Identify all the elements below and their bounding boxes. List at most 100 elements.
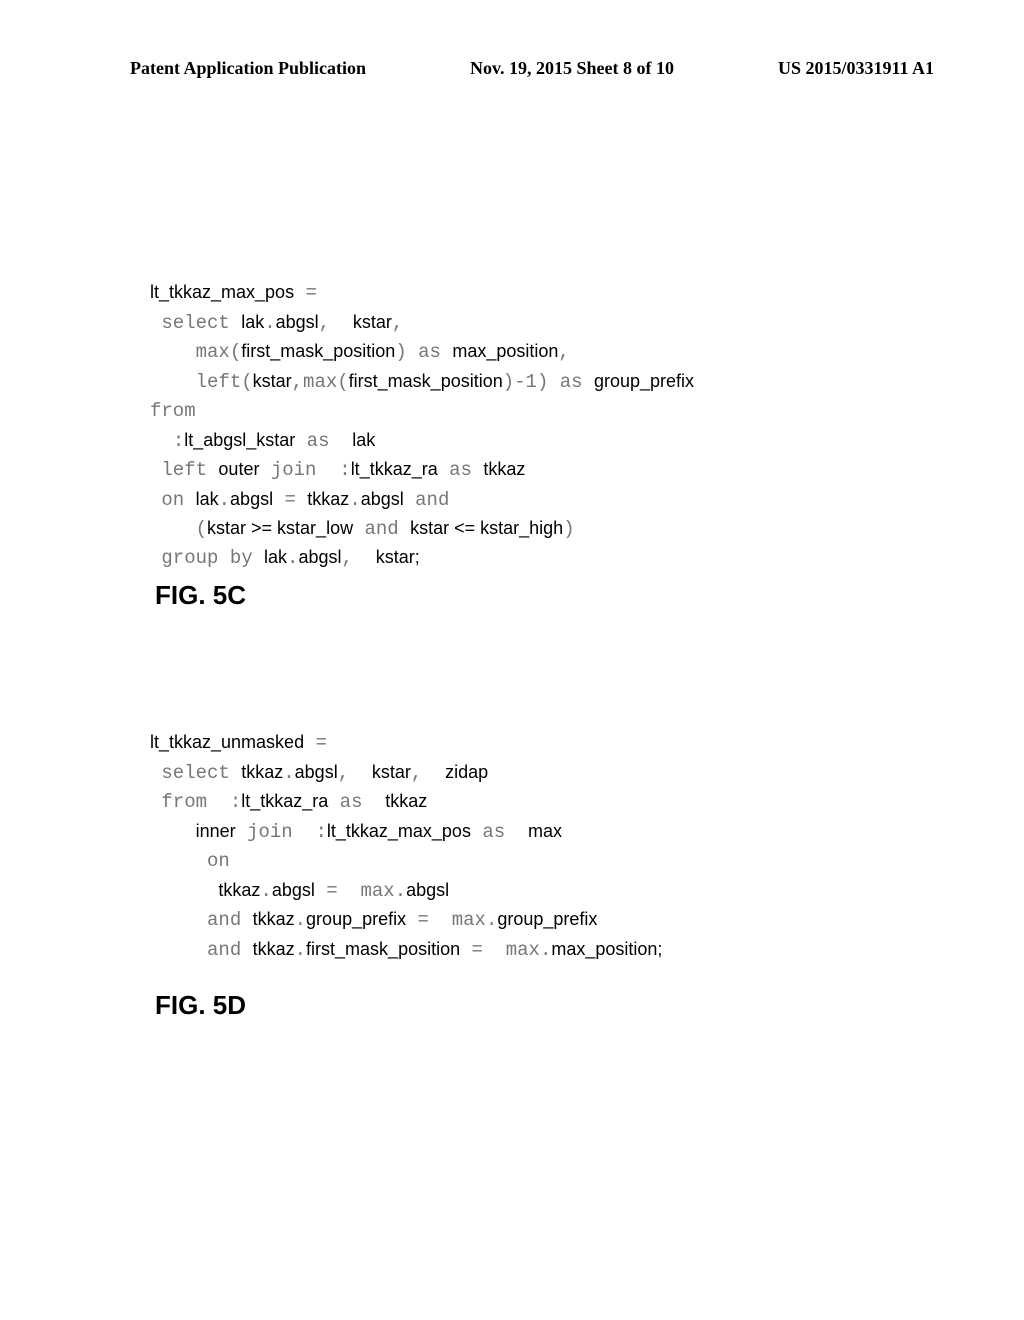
code-text: = (304, 732, 327, 754)
code-text: , (411, 762, 445, 784)
code-text: = (273, 489, 307, 511)
code-text: , (319, 312, 353, 334)
code-keyword: and (207, 939, 253, 961)
code-keyword: max (506, 939, 540, 961)
code-text: . (260, 880, 271, 902)
code-keyword: and (353, 518, 410, 540)
code-text: lak (241, 312, 264, 332)
code-keyword: on (207, 850, 230, 872)
code-keyword: left (161, 459, 218, 481)
code-text: tkkaz (253, 909, 295, 929)
code-text: . (349, 489, 360, 511)
code-pad (150, 459, 161, 481)
code-text: . (283, 762, 294, 784)
code-text: : (230, 791, 241, 813)
code-text: ( (196, 518, 207, 540)
code-text: . (264, 312, 275, 334)
code-text: : (173, 430, 184, 452)
code-keyword: left (196, 371, 242, 393)
code-text: tkkaz (385, 791, 427, 811)
code-text: = (460, 939, 506, 961)
code-text: . (540, 939, 551, 961)
code-pad (150, 909, 207, 931)
page: Patent Application Publication Nov. 19, … (0, 0, 1024, 1320)
code-keyword: and (404, 489, 450, 511)
code-keyword: as (438, 459, 484, 481)
code-text: = (406, 909, 452, 931)
code-text: group_prefix (497, 909, 597, 929)
code-text: first_mask_position (241, 341, 395, 361)
code-text: lt_tkkaz_unmasked (150, 732, 304, 752)
code-text: tkkaz (241, 762, 283, 782)
code-text: : (339, 459, 350, 481)
code-text: first_mask_position (349, 371, 503, 391)
code-keyword: as (471, 821, 528, 843)
code-text: , (338, 762, 372, 784)
code-pad (150, 791, 161, 813)
code-text: . (395, 880, 406, 902)
code-text: max (528, 821, 562, 841)
code-keyword: as (328, 791, 385, 813)
code-text: lak (264, 547, 287, 567)
code-text: max_position (452, 341, 558, 361)
code-text: lak (196, 489, 219, 509)
code-text: ( (230, 341, 241, 363)
code-text: kstar; (376, 547, 420, 567)
code-text: lt_tkkaz_max_pos (150, 282, 294, 302)
code-keyword: from (161, 791, 229, 813)
code-text: , (392, 312, 403, 334)
code-pad (150, 850, 207, 872)
code-text: ) (395, 341, 418, 363)
code-text: first_mask_position (306, 939, 460, 959)
code-text: lt_tkkaz_ra (351, 459, 438, 479)
code-text: ( (337, 371, 348, 393)
code-text: kstar <= kstar_high (410, 518, 563, 538)
code-keyword: join (236, 821, 316, 843)
code-text: ) (563, 518, 574, 540)
header-center: Nov. 19, 2015 Sheet 8 of 10 (470, 58, 674, 79)
code-block-5c: lt_tkkaz_max_pos = select lak.abgsl, kst… (150, 250, 694, 574)
header-right: US 2015/0331911 A1 (778, 58, 934, 79)
code-pad (150, 939, 207, 961)
code-text: abgsl (295, 762, 338, 782)
code-keyword: select (161, 762, 241, 784)
figure-caption-5d: FIG. 5D (155, 990, 246, 1021)
code-text: abgsl (298, 547, 341, 567)
code-keyword: select (150, 312, 241, 334)
code-text: , (341, 547, 375, 569)
code-text: lt_tkkaz_max_pos (327, 821, 471, 841)
code-text: zidap (445, 762, 488, 782)
code-keyword: on (161, 489, 195, 511)
code-text: kstar (353, 312, 392, 332)
code-pad (150, 430, 173, 452)
code-text: tkkaz (483, 459, 525, 479)
code-text: . (219, 489, 230, 511)
code-text: abgsl (230, 489, 273, 509)
code-text: max_position; (551, 939, 662, 959)
code-keyword: and (207, 909, 253, 931)
code-text: tkkaz (218, 880, 260, 900)
code-text: kstar (372, 762, 411, 782)
figure-caption-5c: FIG. 5C (155, 580, 246, 611)
code-keyword: max (196, 341, 230, 363)
code-text: lt_tkkaz_ra (241, 791, 328, 811)
code-text: inner (196, 821, 236, 841)
code-keyword: max (360, 880, 394, 902)
code-text: tkkaz (307, 489, 349, 509)
code-pad (150, 518, 196, 540)
code-pad (150, 371, 196, 393)
code-keyword: as (560, 371, 594, 393)
code-pad (150, 762, 161, 784)
code-text: , (292, 371, 303, 393)
code-text: abgsl (406, 880, 449, 900)
code-text: group_prefix (594, 371, 694, 391)
code-text: lak (352, 430, 375, 450)
code-block-5d: lt_tkkaz_unmasked = select tkkaz.abgsl, … (150, 700, 662, 965)
code-text: )-1) (503, 371, 560, 393)
code-keyword: from (150, 400, 196, 422)
code-text: abgsl (276, 312, 319, 332)
code-text: = (315, 880, 361, 902)
code-text: kstar (253, 371, 292, 391)
code-pad (150, 547, 161, 569)
code-text: : (315, 821, 326, 843)
